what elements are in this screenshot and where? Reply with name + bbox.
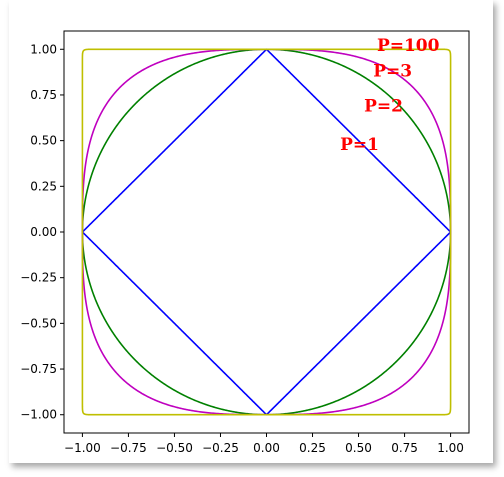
curve-layer (81, 48, 452, 416)
x-tick-label: 0.75 (391, 441, 418, 455)
x-tick-label: 1.00 (437, 441, 464, 455)
y-tick-label: 0.50 (30, 134, 57, 148)
x-tick-label: −0.25 (202, 441, 239, 455)
x-tick-label: −0.75 (110, 441, 147, 455)
plot-area-border (63, 30, 470, 434)
annotation-label: P=100 (377, 36, 440, 56)
y-tick-label: −0.75 (20, 362, 57, 376)
x-tick-label: −1.00 (64, 441, 101, 455)
y-tick-label: 1.00 (30, 42, 57, 56)
y-tick-label: −0.25 (20, 271, 57, 285)
x-tick-label: 0.50 (345, 441, 372, 455)
figure-window: −1.00 −0.75 −0.50 −0.25 0.00 0.25 0.50 0.75 1.00… (9, 0, 493, 463)
axes-frame (63, 30, 470, 434)
y-tick-label: 0.75 (30, 88, 57, 102)
x-tick-label: 0.25 (299, 441, 326, 455)
y-tick-label: 0.25 (30, 179, 57, 193)
x-tick-label: −0.50 (156, 441, 193, 455)
annotation-label: P=3 (373, 62, 412, 82)
y-tick-label: −0.50 (20, 316, 57, 330)
annotation-label: P=2 (364, 96, 403, 116)
x-tick-label: 0.00 (253, 441, 280, 455)
y-axis: −1.00 −0.75 −0.50 −0.25 0.00 0.25 0.50 0.75 1.00 (20, 42, 64, 422)
y-tick-label: 0.00 (30, 225, 57, 239)
x-axis: −1.00 −0.75 −0.50 −0.25 0.00 0.25 0.50 0.75 1.00 (64, 433, 464, 455)
annotation-layer: P=1 P=2 P=3 P=100 (340, 36, 440, 155)
annotation-label: P=1 (340, 135, 379, 155)
y-tick-label: −1.00 (20, 408, 57, 422)
unit-ball-chart: −1.00 −0.75 −0.50 −0.25 0.00 0.25 0.50 0.75 1.00… (20, 30, 470, 455)
curve-p100 (81, 48, 452, 416)
